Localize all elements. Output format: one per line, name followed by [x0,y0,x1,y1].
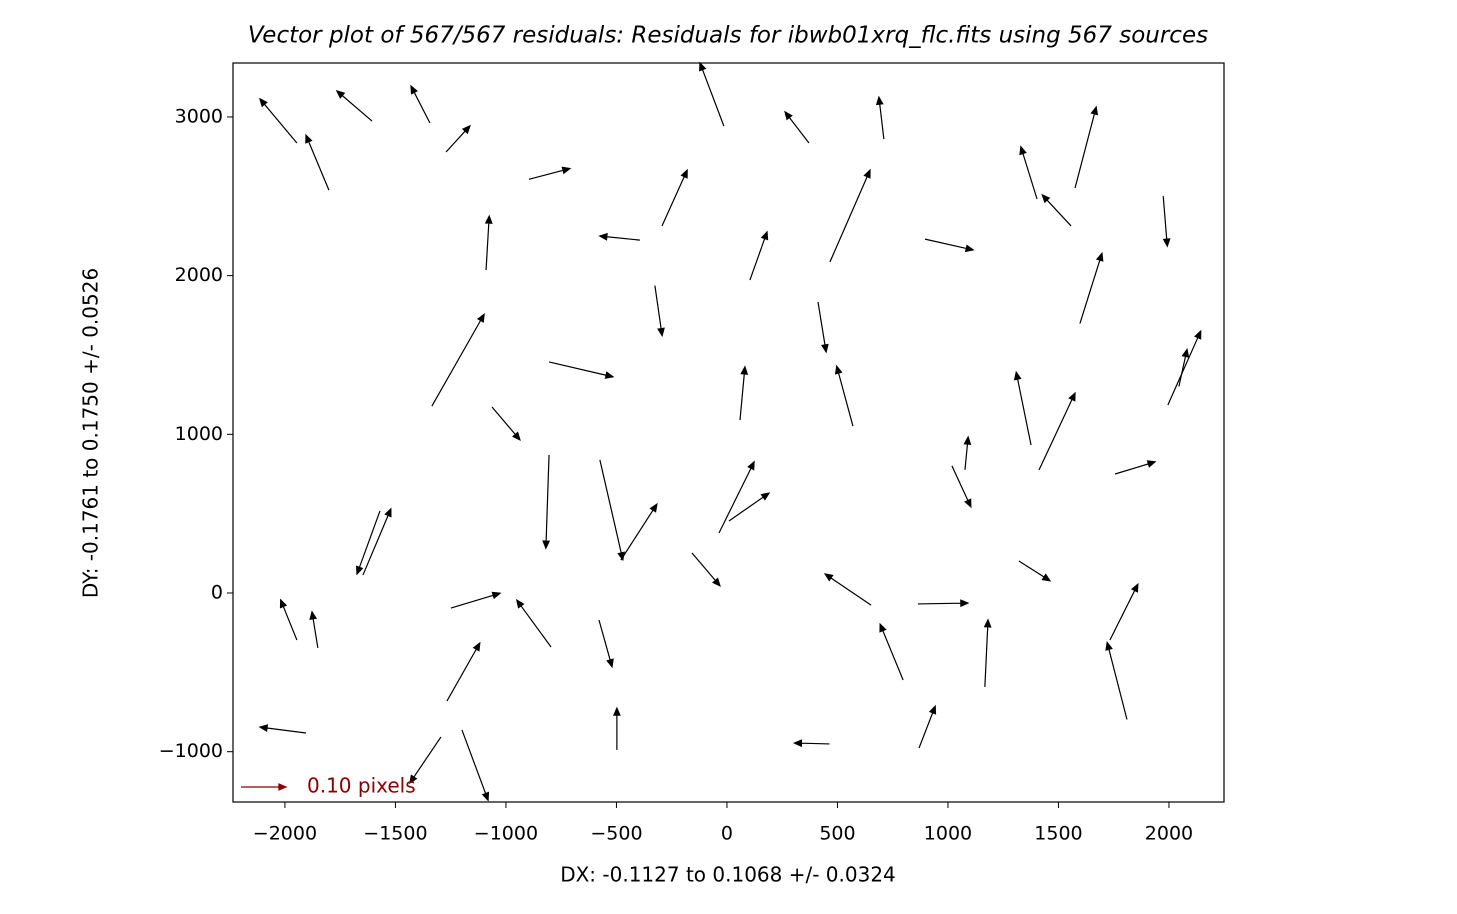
residual-arrow [598,232,640,241]
x-tick-label: 1500 [1034,823,1082,845]
residual-arrow [1162,196,1171,248]
residual-arrow [258,724,307,734]
residual-arrow [728,492,771,522]
residual-arrow [279,598,298,641]
key-label: 0.10 pixels [307,774,416,798]
residual-arrow [1018,560,1052,582]
x-tick-label: −500 [590,823,642,845]
y-axis-label: DY: -0.1761 to 0.1750 +/- 0.0526 [79,268,103,598]
residual-arrow [951,465,972,509]
residual-arrow [305,133,330,191]
residual-arrow [620,502,658,561]
y-tick-label: 1000 [175,423,223,445]
residual-arrow [258,97,298,144]
residual-arrow [446,641,481,702]
residual-arrow [598,619,614,669]
residual-arrow [875,95,885,140]
x-tick-label: −1000 [474,823,538,845]
x-tick-label: 500 [819,823,855,845]
residual-arrow [654,285,665,338]
residual-arrow [699,61,725,127]
x-tick-label: −2000 [253,823,317,845]
residual-arrow [1178,348,1190,387]
residual-arrow [817,301,829,354]
residual-arrow [691,552,721,588]
residual-arrow [1013,370,1032,446]
key-arrow [241,783,288,791]
residual-arrow [1019,145,1038,200]
residual-arrow [983,618,992,687]
residual-arrow [445,124,471,153]
residual-arrow [528,166,572,180]
residual-arrow [599,459,625,562]
residual-arrow [515,598,552,648]
residual-arrow [1167,329,1202,406]
x-axis-label: DX: -0.1127 to 0.1068 +/- 0.0324 [560,863,896,887]
y-tick-label: 2000 [175,264,223,286]
residual-arrow [1109,582,1139,641]
chart-title: Vector plot of 567/567 residuals: Residu… [248,23,1208,49]
residual-arrow [491,406,521,442]
residual-arrow [484,214,493,271]
x-tick-label: 0 [721,823,733,845]
residual-arrow [461,729,490,802]
residual-arrow [879,622,904,681]
residual-arrow [1114,460,1157,475]
residual-arrow [548,361,615,379]
residual-arrow [335,89,373,122]
residual-arrow [792,739,830,748]
residual-arrow [409,736,442,785]
y-tick-label: −1000 [159,740,223,762]
residual-arrow [309,610,319,649]
residual-arrow [963,435,972,470]
residual-arrow [784,110,810,144]
x-tick-label: 1000 [924,823,972,845]
residual-arrow [749,230,769,281]
residual-arrow [1038,391,1076,471]
residual-arrow [661,168,688,227]
plot-frame [232,62,1225,803]
residual-arrow [450,591,502,609]
residual-arrow [612,706,621,750]
residual-arrow [431,312,485,407]
y-tick-label: 0 [211,582,223,604]
residual-arrow [1074,105,1099,189]
residual-arrow [362,507,392,576]
residual-arrow [1079,251,1104,324]
residual-arrow [834,364,854,427]
residual-arrow [718,460,755,534]
residual-arrow [542,454,551,550]
residual-arrow [924,238,975,253]
residual-arrow [739,365,749,421]
residual-arrow [829,168,871,263]
x-tick-label: −1500 [363,823,427,845]
residual-arrow [918,704,937,749]
residual-arrow [1105,641,1128,720]
residual-arrow [355,510,381,576]
residual-arrow [410,84,431,124]
x-tick-label: 2000 [1145,823,1193,845]
residual-arrow [823,573,872,606]
residual-arrow [917,599,970,608]
y-tick-label: 3000 [175,105,223,127]
residual-arrow [1041,193,1072,227]
